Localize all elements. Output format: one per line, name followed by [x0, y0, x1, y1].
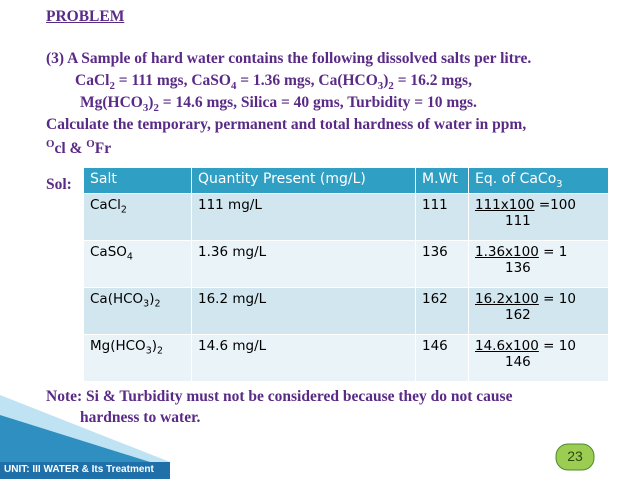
subscript: 3	[556, 178, 563, 190]
text: Ca(HCO	[90, 291, 144, 307]
quantity-cell: 1.36 mg/L	[191, 240, 416, 288]
subscript: 3	[143, 298, 150, 310]
subscript: 2	[153, 102, 159, 115]
table-body: CaCl2 111 mg/L 111 111x100 =100 111 CaSO4 1.36…	[83, 193, 609, 382]
text: Mg(HCO	[80, 94, 143, 111]
problem-line: Calculate the temporary, permanent and t…	[46, 116, 526, 134]
fraction: 1.36x100 = 1 136	[475, 244, 567, 276]
mwt-cell: 111	[415, 193, 469, 241]
mwt-cell: 146	[415, 334, 469, 382]
note-line: hardness to water.	[80, 409, 201, 426]
quantity-cell: 111 mg/L	[191, 193, 416, 241]
footer-bar	[0, 462, 170, 479]
text: Salt	[90, 171, 117, 187]
footer: UNIT: III WATER & Its Treatment	[4, 464, 154, 475]
problem-line: CaCl2 = 111 mgs, CaSO4 = 1.36 mgs, Ca(HC…	[75, 72, 472, 92]
subscript: 2	[109, 80, 115, 93]
header-row: Salt Quantity Present (mg/L) M.Wt Eq. of Ca…	[83, 167, 609, 194]
text: )	[383, 72, 389, 89]
denominator: 136	[505, 260, 531, 276]
table-row: CaSO4 1.36 mg/L 136 1.36x100 = 1 136	[83, 240, 609, 288]
mwt-cell: 136	[415, 240, 469, 288]
eq-cell: 16.2x100 = 10 162	[468, 287, 609, 335]
text: Eq. of CaCo	[475, 171, 557, 187]
subscript: 4	[126, 251, 133, 263]
numerator: 14.6x100	[475, 338, 539, 354]
quantity-cell: 14.6 mg/L	[191, 334, 416, 382]
fraction: 16.2x100 = 10 162	[475, 291, 576, 323]
subscript: 2	[156, 345, 163, 357]
denominator: 111	[505, 213, 531, 229]
quantity-cell: 16.2 mg/L	[191, 287, 416, 335]
subscript: 3	[142, 102, 149, 115]
text: Quantity Present (mg/L)	[198, 171, 366, 187]
result: = 10	[543, 291, 576, 307]
eq-cell: 14.6x100 = 10 146	[468, 334, 609, 382]
swoosh	[0, 415, 150, 462]
text: )	[148, 94, 154, 111]
table-row: Mg(HCO3)2 14.6 mg/L 146 14.6x100 = 10 146	[83, 334, 609, 382]
numerator: 111x100	[475, 197, 535, 213]
denominator: 146	[505, 354, 531, 370]
text: = 16.2 mgs,	[393, 72, 472, 89]
page-number: 23	[567, 448, 583, 464]
page-badge	[555, 443, 595, 471]
header-cell: Quantity Present (mg/L)	[191, 167, 416, 194]
text: )	[149, 291, 155, 307]
text: = 111 mgs, CaSO	[114, 72, 231, 89]
subscript: 2	[154, 298, 161, 310]
text: CaCl	[75, 72, 110, 89]
salt-cell: CaSO4	[83, 240, 192, 288]
problem-line: Mg(HCO3)2 = 14.6 mgs, Silica = 40 gms, T…	[80, 94, 477, 114]
text: = 1.36 mgs, Ca(HCO	[236, 72, 378, 89]
eq-cell: 111x100 =100 111	[468, 193, 609, 241]
problem-line: Ocl & OFr	[46, 138, 111, 158]
title: PROBLEM	[46, 8, 125, 25]
numerator: 16.2x100	[475, 291, 539, 307]
subscript: 3	[145, 345, 152, 357]
table: Salt Quantity Present (mg/L) M.Wt Eq. of Ca…	[83, 167, 609, 382]
superscript: O	[46, 138, 55, 150]
subscript: 2	[120, 204, 127, 216]
problem-line: (3) A Sample of hard water contains the …	[46, 50, 531, 68]
text: (3) A Sample of hard water contains the …	[46, 50, 532, 67]
fraction: 111x100 =100 111	[475, 197, 576, 229]
subscript: 4	[230, 80, 237, 93]
text: = 14.6 mgs, Silica = 40 gms, Turbidity =…	[158, 94, 477, 111]
result: = 1	[543, 244, 568, 260]
salt-cell: Ca(HCO3)2	[83, 287, 192, 335]
header-cell: M.Wt	[415, 167, 469, 194]
subscript: 2	[388, 80, 394, 93]
text: Fr	[94, 140, 112, 158]
text: M.Wt	[422, 171, 458, 187]
mwt-cell: 162	[415, 287, 469, 335]
numerator: 1.36x100	[475, 244, 539, 260]
text: CaCl	[90, 197, 121, 213]
salt-cell: CaCl2	[83, 193, 192, 241]
table-row: CaCl2 111 mg/L 111 111x100 =100 111	[83, 193, 609, 241]
table-row: Ca(HCO3)2 16.2 mg/L 162 16.2x100 = 10 162	[83, 287, 609, 335]
text: cl &	[54, 140, 87, 158]
note-line: Note: Si & Turbidity must not be conside…	[46, 388, 513, 405]
eq-cell: 1.36x100 = 1 136	[468, 240, 609, 288]
denominator: 162	[505, 307, 531, 323]
sol-label: Sol:	[46, 176, 72, 193]
result: =100	[538, 197, 576, 213]
text: Calculate the temporary, permanent and t…	[46, 116, 527, 133]
salt-cell: Mg(HCO3)2	[83, 334, 192, 382]
fraction: 14.6x100 = 10 146	[475, 338, 576, 370]
subscript: 3	[377, 80, 384, 93]
superscript: O	[86, 138, 95, 150]
text: CaSO	[90, 244, 127, 260]
header-cell: Salt	[83, 167, 192, 194]
result: = 10	[543, 338, 576, 354]
text: )	[151, 338, 157, 354]
header-cell: Eq. of CaCo3	[468, 167, 609, 194]
text: Mg(HCO	[90, 338, 146, 354]
